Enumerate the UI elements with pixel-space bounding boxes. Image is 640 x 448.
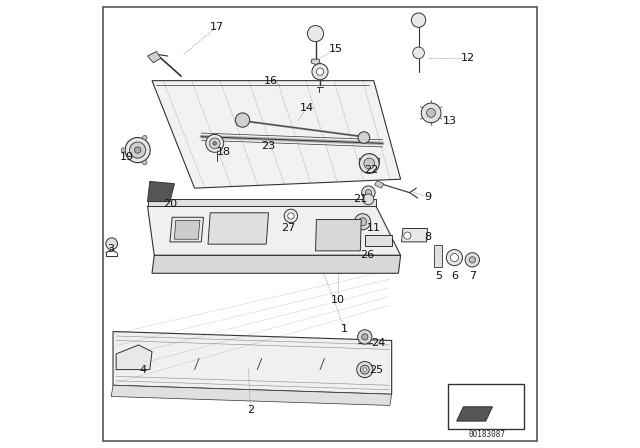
Text: 1: 1	[341, 324, 348, 334]
Text: 21: 21	[353, 194, 367, 204]
Polygon shape	[148, 199, 376, 206]
Bar	[448, 384, 524, 429]
Text: 10: 10	[331, 295, 345, 305]
Circle shape	[365, 190, 372, 196]
FancyBboxPatch shape	[103, 7, 538, 441]
Polygon shape	[457, 407, 493, 421]
Circle shape	[360, 365, 369, 374]
Text: 12: 12	[461, 53, 475, 63]
Circle shape	[284, 209, 298, 223]
Circle shape	[404, 232, 411, 239]
Polygon shape	[148, 52, 161, 63]
Polygon shape	[113, 332, 392, 394]
Text: 20: 20	[163, 199, 177, 209]
Text: 2: 2	[247, 405, 254, 415]
Text: 8: 8	[424, 233, 431, 242]
Circle shape	[106, 238, 118, 250]
Circle shape	[143, 160, 147, 165]
Text: 5: 5	[435, 271, 442, 280]
Text: 15: 15	[329, 44, 342, 54]
Circle shape	[465, 253, 479, 267]
Circle shape	[355, 214, 371, 230]
Polygon shape	[311, 59, 320, 65]
Text: 22: 22	[364, 165, 379, 175]
Circle shape	[125, 138, 150, 163]
Circle shape	[412, 13, 426, 27]
Polygon shape	[374, 181, 383, 188]
Text: 25: 25	[369, 365, 383, 375]
Polygon shape	[174, 220, 200, 239]
Text: 23: 23	[261, 141, 276, 151]
Circle shape	[363, 368, 367, 371]
Circle shape	[307, 26, 324, 42]
Text: 27: 27	[282, 224, 296, 233]
Text: 14: 14	[300, 103, 314, 112]
Circle shape	[121, 148, 125, 152]
Polygon shape	[316, 220, 361, 251]
Circle shape	[358, 330, 372, 344]
Text: 6: 6	[451, 271, 458, 280]
Polygon shape	[152, 255, 401, 273]
Circle shape	[143, 135, 147, 140]
Text: 9: 9	[424, 192, 431, 202]
Circle shape	[312, 30, 319, 37]
Circle shape	[360, 154, 379, 173]
Circle shape	[427, 108, 436, 117]
Text: 24: 24	[371, 338, 385, 348]
Text: 19: 19	[120, 152, 134, 162]
Text: 26: 26	[360, 250, 374, 260]
Circle shape	[421, 103, 441, 123]
Circle shape	[362, 186, 375, 199]
Polygon shape	[208, 213, 269, 244]
Circle shape	[416, 50, 421, 56]
Circle shape	[364, 158, 374, 169]
Polygon shape	[152, 81, 401, 188]
Polygon shape	[148, 181, 174, 202]
Circle shape	[206, 134, 224, 152]
Polygon shape	[401, 228, 428, 242]
Circle shape	[356, 362, 373, 378]
Polygon shape	[170, 217, 204, 242]
Circle shape	[312, 64, 328, 80]
Circle shape	[213, 142, 216, 145]
Circle shape	[413, 47, 424, 59]
Circle shape	[316, 68, 324, 75]
Circle shape	[469, 257, 476, 263]
Polygon shape	[116, 345, 152, 370]
Circle shape	[446, 250, 463, 266]
Text: 00183087: 00183087	[468, 430, 505, 439]
Polygon shape	[111, 385, 392, 405]
Polygon shape	[148, 206, 401, 255]
Text: 4: 4	[140, 365, 147, 375]
Circle shape	[209, 138, 220, 149]
Text: 7: 7	[468, 271, 476, 280]
Circle shape	[130, 142, 146, 158]
Circle shape	[358, 132, 370, 143]
Text: 13: 13	[443, 116, 457, 126]
Text: 3: 3	[107, 244, 114, 254]
Text: 18: 18	[216, 147, 231, 157]
Polygon shape	[365, 235, 392, 246]
Circle shape	[236, 113, 250, 127]
Text: 17: 17	[210, 22, 224, 32]
Circle shape	[362, 334, 368, 340]
Circle shape	[358, 218, 367, 226]
Circle shape	[134, 147, 141, 153]
Text: 16: 16	[264, 76, 278, 86]
Circle shape	[415, 17, 422, 23]
Circle shape	[288, 213, 294, 219]
Text: 11: 11	[367, 224, 381, 233]
Circle shape	[363, 194, 374, 205]
Circle shape	[451, 254, 458, 262]
Bar	[435, 245, 442, 267]
